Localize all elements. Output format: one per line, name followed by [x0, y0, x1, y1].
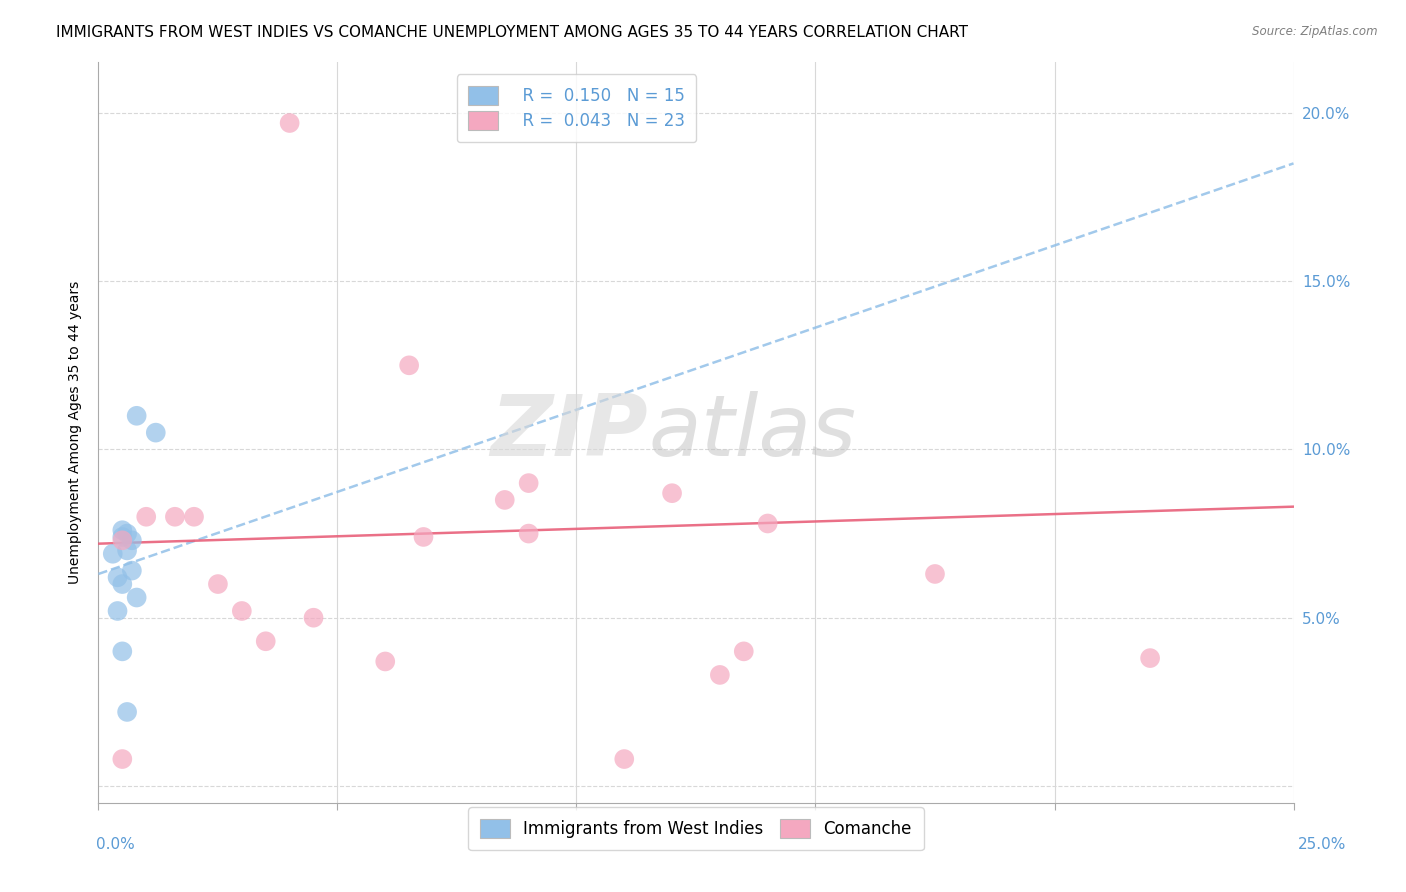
Point: [125, 409, 148, 423]
Point: [517, 526, 540, 541]
Point: [709, 668, 731, 682]
Point: [125, 591, 148, 605]
Point: [207, 577, 229, 591]
Point: [115, 526, 138, 541]
Point: [115, 705, 138, 719]
Point: [111, 530, 134, 544]
Point: [924, 566, 946, 581]
Text: Source: ZipAtlas.com: Source: ZipAtlas.com: [1253, 25, 1378, 38]
Point: [121, 564, 143, 578]
Text: atlas: atlas: [648, 391, 856, 475]
Text: ZIP: ZIP: [491, 391, 648, 475]
Point: [121, 533, 143, 548]
Point: [278, 116, 301, 130]
Text: 0.0%: 0.0%: [96, 838, 135, 852]
Point: [111, 523, 134, 537]
Point: [613, 752, 636, 766]
Point: [111, 533, 134, 548]
Point: [111, 644, 134, 658]
Point: [107, 604, 129, 618]
Point: [111, 577, 134, 591]
Point: [494, 492, 516, 507]
Point: [517, 476, 540, 491]
Point: [733, 644, 755, 658]
Legend: Immigrants from West Indies, Comanche: Immigrants from West Indies, Comanche: [468, 807, 924, 850]
Point: [145, 425, 167, 440]
Point: [302, 610, 325, 624]
Point: [1139, 651, 1161, 665]
Point: [163, 509, 186, 524]
Point: [661, 486, 683, 500]
Point: [111, 752, 134, 766]
Point: [135, 509, 157, 524]
Point: [183, 509, 205, 524]
Text: IMMIGRANTS FROM WEST INDIES VS COMANCHE UNEMPLOYMENT AMONG AGES 35 TO 44 YEARS C: IMMIGRANTS FROM WEST INDIES VS COMANCHE …: [56, 25, 969, 40]
Point: [412, 530, 434, 544]
Y-axis label: Unemployment Among Ages 35 to 44 years: Unemployment Among Ages 35 to 44 years: [69, 281, 83, 584]
Point: [231, 604, 253, 618]
Point: [107, 570, 129, 584]
Point: [101, 547, 124, 561]
Point: [398, 359, 420, 373]
Point: [374, 655, 396, 669]
Point: [115, 543, 138, 558]
Text: 25.0%: 25.0%: [1298, 838, 1346, 852]
Point: [756, 516, 779, 531]
Point: [254, 634, 277, 648]
